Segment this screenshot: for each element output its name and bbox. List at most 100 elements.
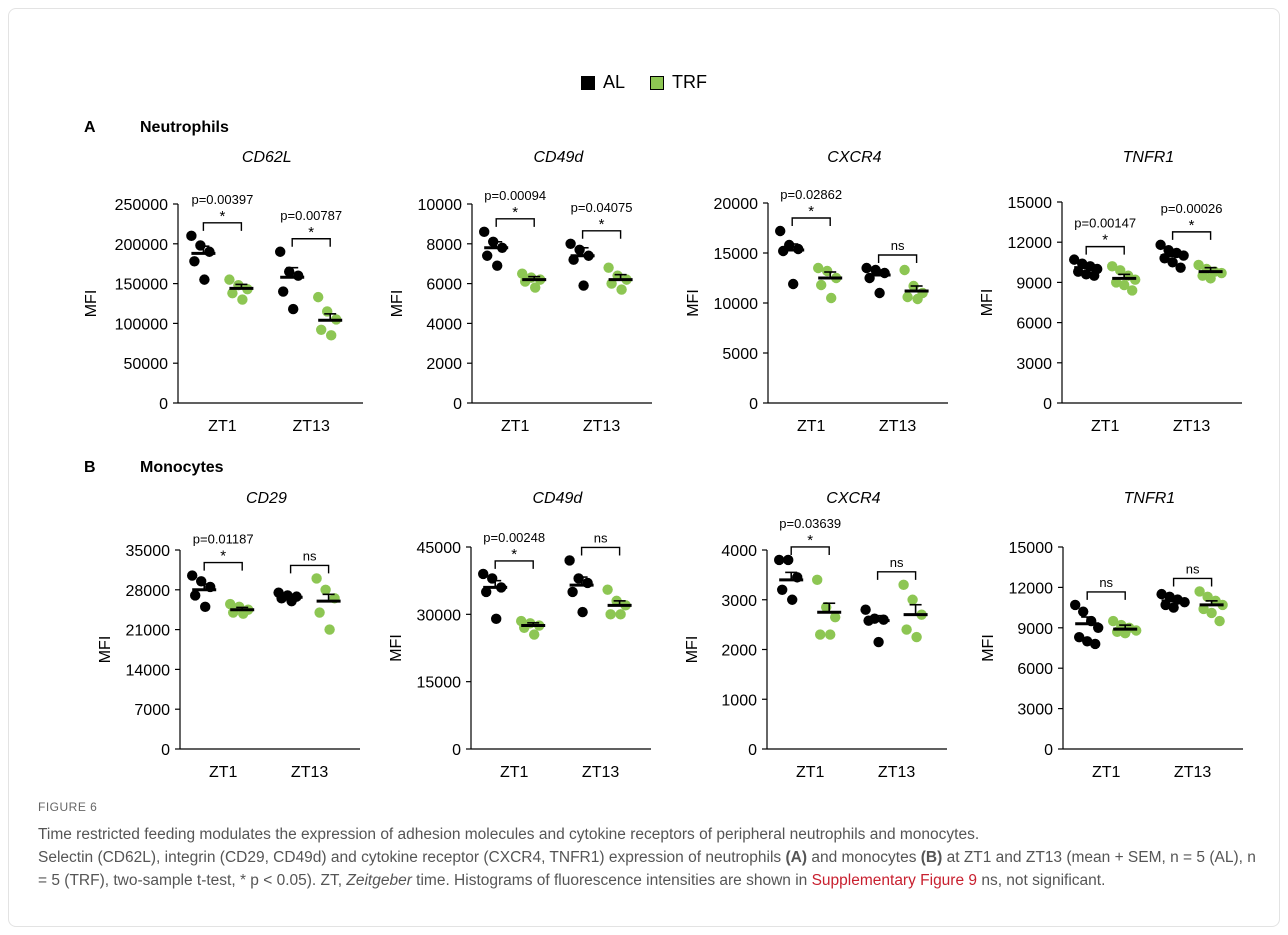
chart-title: CXCR4 bbox=[826, 490, 880, 507]
data-point-al bbox=[787, 594, 798, 605]
data-point-trf bbox=[603, 262, 614, 273]
data-point-al bbox=[578, 280, 589, 291]
caption-zeitgeber: Zeitgeber bbox=[346, 872, 412, 889]
p-value-label: p=0.02862 bbox=[780, 187, 842, 202]
data-point-al bbox=[189, 256, 200, 267]
data-point-trf bbox=[1108, 615, 1119, 627]
significance-label: ns bbox=[594, 530, 608, 545]
y-tick-label: 0 bbox=[1044, 742, 1053, 759]
data-point-trf bbox=[616, 284, 627, 295]
y-axis-label: MFI bbox=[685, 289, 702, 317]
data-point-trf bbox=[314, 607, 325, 618]
data-point-trf bbox=[1193, 259, 1204, 271]
data-point-trf bbox=[912, 293, 923, 305]
chart-b-cd29: CD29 0 7000 14000 21000 28000 35000 MFI ZT1 ZT13 *… bbox=[97, 490, 360, 781]
chart-b-cd49d: CD49d 0 15000 30000 45000 MFI ZT1 ZT13 *p=0.0024… bbox=[388, 490, 651, 781]
x-tick-label: ZT13 bbox=[1173, 418, 1210, 435]
significance-label: * bbox=[807, 532, 813, 549]
significance-label: * bbox=[308, 224, 314, 241]
significance-label: ns bbox=[890, 555, 904, 570]
data-point-al bbox=[190, 590, 201, 601]
significance-bracket bbox=[581, 230, 622, 239]
x-tick-label: ZT13 bbox=[582, 764, 619, 781]
y-tick-label: 15000 bbox=[1009, 540, 1054, 557]
chart-b-tnfr1: TNFR1 0 3000 6000 9000 12000 15000 MFI ZT1 ZT13 ns… bbox=[980, 490, 1243, 781]
supplementary-figure-link[interactable]: Supplementary Figure 9 bbox=[811, 872, 978, 889]
significance-label: * bbox=[1102, 232, 1108, 249]
data-point-al bbox=[200, 601, 211, 613]
significance-bracket bbox=[877, 254, 918, 263]
y-tick-label: 9000 bbox=[1017, 621, 1053, 638]
data-point-al bbox=[565, 238, 576, 249]
data-point-trf bbox=[517, 268, 528, 279]
y-tick-label: 0 bbox=[748, 742, 757, 759]
chart-a-cxcr4: CXCR4 0 5000 10000 15000 20000 MFI ZT1 ZT13 *p=0.… bbox=[685, 149, 948, 435]
significance-bracket bbox=[289, 564, 330, 574]
significance-label: ns bbox=[1186, 561, 1200, 576]
data-point-al bbox=[1070, 599, 1081, 611]
data-point-al bbox=[788, 278, 799, 290]
chart-title: CD29 bbox=[246, 490, 287, 507]
data-point-trf bbox=[812, 574, 823, 586]
data-point-al bbox=[1175, 262, 1186, 273]
y-tick-label: 3000 bbox=[1017, 702, 1053, 719]
y-tick-label: 35000 bbox=[126, 543, 171, 560]
y-tick-label: 15000 bbox=[714, 246, 759, 263]
data-point-al bbox=[1167, 257, 1178, 268]
x-tick-label: ZT1 bbox=[1091, 418, 1120, 435]
data-point-al bbox=[1081, 269, 1092, 280]
data-point-trf bbox=[1202, 591, 1213, 603]
data-point-trf bbox=[815, 629, 826, 640]
data-point-al bbox=[577, 606, 588, 618]
data-point-trf bbox=[911, 631, 922, 643]
y-tick-label: 0 bbox=[453, 396, 462, 413]
data-point-al bbox=[777, 584, 788, 595]
y-axis-label: MFI bbox=[83, 290, 100, 318]
y-tick-label: 30000 bbox=[417, 607, 462, 624]
data-point-al bbox=[1074, 632, 1085, 643]
data-point-trf bbox=[1127, 285, 1138, 296]
y-axis-label: MFI bbox=[97, 636, 114, 664]
data-point-trf bbox=[602, 584, 613, 595]
data-point-trf bbox=[225, 598, 236, 610]
data-point-al bbox=[204, 246, 215, 257]
significance-label: * bbox=[512, 204, 518, 221]
y-tick-label: 250000 bbox=[115, 197, 168, 214]
data-point-trf bbox=[520, 276, 531, 287]
significance-label: * bbox=[220, 548, 226, 565]
caption-ref-b: (B) bbox=[920, 849, 943, 866]
significance-label: ns bbox=[303, 548, 317, 563]
data-point-al bbox=[1082, 636, 1093, 647]
x-tick-label: ZT13 bbox=[583, 418, 620, 435]
y-tick-label: 4000 bbox=[426, 316, 462, 333]
y-axis-label: MFI bbox=[389, 290, 406, 318]
data-point-trf bbox=[1206, 607, 1217, 619]
data-point-al bbox=[861, 262, 872, 274]
data-point-trf bbox=[316, 324, 327, 335]
data-point-al bbox=[567, 586, 578, 598]
data-point-al bbox=[482, 250, 493, 261]
data-point-trf bbox=[224, 274, 235, 285]
y-tick-label: 3000 bbox=[721, 593, 757, 610]
significance-bracket bbox=[1085, 245, 1125, 255]
data-point-trf bbox=[902, 291, 913, 303]
y-tick-label: 150000 bbox=[115, 277, 168, 294]
data-point-al bbox=[1090, 638, 1101, 650]
legend-item-al: AL bbox=[580, 72, 625, 93]
significance-bracket bbox=[202, 222, 243, 231]
x-tick-label: ZT1 bbox=[1092, 764, 1121, 781]
data-point-al bbox=[564, 555, 575, 566]
data-point-al bbox=[492, 260, 503, 271]
x-tick-label: ZT13 bbox=[293, 418, 330, 435]
x-tick-label: ZT1 bbox=[796, 764, 825, 781]
caption-body: Selectin (CD62L), integrin (CD29, CD49d)… bbox=[38, 846, 1258, 892]
significance-label: * bbox=[219, 208, 225, 225]
data-point-al bbox=[1156, 588, 1167, 600]
x-tick-label: ZT13 bbox=[291, 764, 328, 781]
p-value-label: p=0.00787 bbox=[280, 208, 342, 223]
caption-line-1: Time restricted feeding modulates the ex… bbox=[38, 826, 980, 843]
data-point-trf bbox=[816, 279, 827, 291]
chart-title: CD62L bbox=[242, 149, 292, 166]
y-tick-label: 15000 bbox=[1008, 195, 1053, 212]
y-tick-label: 6000 bbox=[426, 277, 462, 294]
